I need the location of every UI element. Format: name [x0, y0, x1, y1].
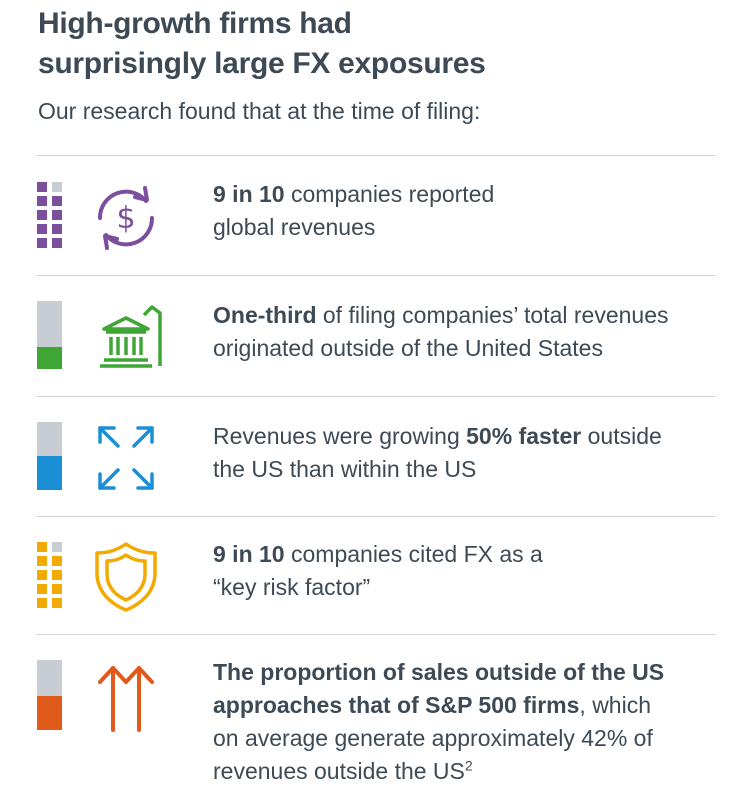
stat-text-4: 9 in 10 companies cited FX as a “key ris…	[213, 538, 723, 604]
stat-line: originated outside of the United States	[213, 335, 603, 361]
stat-line: of filing companies’ total revenues	[316, 302, 669, 328]
svg-text:$: $	[116, 201, 135, 236]
up-arrows-icon	[98, 666, 154, 732]
divider	[36, 155, 716, 156]
stat-line: Revenues were growing	[213, 423, 467, 449]
stat-line: , which	[579, 692, 652, 718]
shield-icon	[95, 542, 157, 612]
title-line-1: High-growth firms had	[38, 7, 352, 40]
title-line-2: surprisingly large FX exposures	[38, 47, 486, 80]
grid-gauge-purple	[37, 182, 62, 248]
stat-highlight: 9 in 10	[213, 541, 285, 567]
bar-gauge-orange	[37, 660, 62, 730]
stat-highlight: approaches that of S&P 500 firms	[213, 692, 580, 718]
stat-line: companies reported	[284, 181, 495, 207]
stat-line: “key risk factor”	[213, 574, 371, 600]
stat-text-3: Revenues were growing 50% faster outside…	[213, 420, 723, 486]
stat-line: outside	[581, 423, 662, 449]
stat-text-5: The proportion of sales outside of the U…	[213, 656, 723, 788]
bar-gauge-blue	[37, 422, 62, 490]
dollar-cycle-icon: $	[97, 186, 155, 250]
bank-building-icon	[100, 305, 162, 368]
page-title: High-growth firms had surprisingly large…	[38, 4, 486, 84]
divider	[36, 634, 716, 635]
stat-line: the US than within the US	[213, 456, 477, 482]
bar-gauge-green	[37, 301, 62, 369]
stat-line: companies cited FX as a	[284, 541, 543, 567]
stat-text-2: One-third of filing companies’ total rev…	[213, 299, 723, 365]
stat-line: on average generate approximately 42% of	[213, 725, 653, 751]
expand-arrows-icon	[98, 426, 154, 490]
stat-highlight: The proportion of sales outside of the U…	[213, 659, 665, 685]
stat-text-1: 9 in 10 companies reported global revenu…	[213, 178, 723, 244]
divider	[36, 396, 716, 397]
divider	[36, 516, 716, 517]
stat-highlight: 50% faster	[466, 423, 582, 449]
stat-highlight: One-third	[213, 302, 317, 328]
stat-highlight: 9 in 10	[213, 181, 285, 207]
page-subtitle: Our research found that at the time of f…	[38, 98, 481, 124]
divider	[36, 275, 716, 276]
stat-line: global revenues	[213, 214, 376, 240]
grid-gauge-yellow	[37, 542, 62, 608]
footnote-marker: 2	[464, 757, 473, 774]
stat-line: revenues outside the US	[213, 758, 465, 784]
